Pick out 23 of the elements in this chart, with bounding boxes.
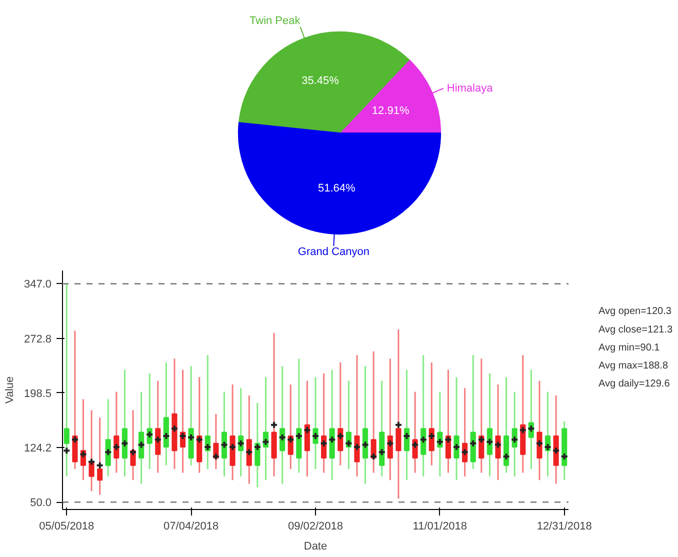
data-label: 12.91%: [372, 105, 410, 118]
text: Avg close=121.3: [598, 324, 673, 336]
x-tick-label: 09/02/2018: [288, 520, 344, 532]
text: Avg open=120.3: [598, 306, 672, 318]
x-tick-label: 11/01/2018: [412, 520, 468, 532]
slice-label: Grand Canyon: [298, 246, 370, 258]
y-tick-label: 347.0: [24, 278, 52, 291]
x-tick-label: 07/04/2018: [164, 520, 219, 532]
y-tick-label: 272.8: [24, 333, 52, 346]
data-label: 51.64%: [318, 182, 356, 195]
y-tick-label: 198.5: [24, 388, 52, 400]
y-tick-label: 124.2: [24, 442, 52, 455]
x-axis-title: Date: [304, 540, 328, 552]
x-tick-label: 12/31/2018: [536, 520, 592, 532]
text: Avg max=188.8: [598, 360, 669, 372]
y-axis-title: Value: [4, 376, 16, 404]
text: Avg daily=129.6: [598, 378, 670, 390]
x-tick-label: 05/05/2018: [39, 520, 94, 532]
slice-label: Twin Peak: [250, 14, 301, 27]
slice-label: Himalaya: [446, 82, 494, 94]
y-tick-label: 50.0: [30, 497, 52, 510]
data-label: 35.45%: [302, 74, 340, 87]
text: Avg min=90.1: [598, 342, 660, 354]
